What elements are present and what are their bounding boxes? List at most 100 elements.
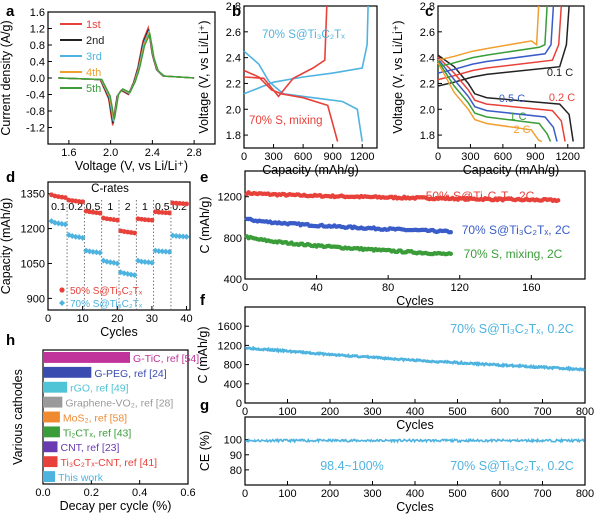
a-ytick-label: 1.6 — [30, 7, 45, 19]
legend-label-50pct: 50% S@Ti₃C₂Tₓ — [70, 286, 143, 297]
g-xtick-label: 800 — [576, 488, 594, 500]
d-xtick-label: 0 — [45, 313, 51, 325]
f-xlabel: Cycles — [396, 418, 434, 432]
rate-point-50pct — [146, 217, 151, 223]
g-xtick-label: 500 — [448, 488, 466, 500]
rate-point-50pct — [76, 199, 82, 204]
d-xtick-label: 10 — [77, 313, 89, 325]
rate-charge-0.2 C — [437, 5, 563, 81]
rate-point-50pct — [149, 217, 155, 223]
legend-marker-70pct — [59, 300, 65, 306]
a-ytick-label: 1.2 — [30, 24, 45, 36]
rate-point-70pct — [166, 248, 173, 255]
d-xlabel: Cycles — [100, 325, 138, 339]
a-xtick-label: 2.4 — [145, 147, 160, 159]
panel-letter-a: a — [6, 3, 15, 20]
f-ytick-label: 800 — [224, 360, 242, 372]
rate-point-50pct — [142, 217, 148, 223]
rate-point-70pct — [155, 248, 162, 255]
decay-bar-5 — [43, 426, 60, 438]
profile-70% S, mixing charge — [243, 5, 328, 98]
rate-point-70pct — [183, 233, 190, 240]
rate-point-50pct — [156, 209, 162, 215]
c-ylabel: Voltage (V, vs Li/Li⁺) — [391, 20, 405, 133]
rate-title: C-rates — [91, 183, 129, 195]
f-ytick-label: 1200 — [218, 340, 242, 352]
decay-bar-6 — [43, 441, 58, 453]
rate-discharge-0.1 C — [437, 54, 574, 142]
f-ytick-label: 0 — [236, 398, 242, 410]
rate-point-50pct — [159, 210, 165, 215]
panel-letter-d: d — [6, 169, 15, 186]
d-xtick-label: 30 — [146, 313, 158, 325]
panel-b-chart: 0 300 600 900 1200 1.8 2.0 2.2 2.4 2.6 2.8 Capacity… — [197, 1, 378, 177]
rate-point-50pct — [62, 195, 68, 200]
decay-bar-label-1: G-PEG, ref [24] — [94, 368, 166, 380]
b-xtick-label: 600 — [294, 151, 312, 163]
legend-marker-50pct — [59, 287, 65, 293]
b-ylabel: Voltage (V, vs Li/Li⁺) — [197, 20, 211, 133]
g-ytick-label: 100 — [224, 435, 242, 447]
panel-d-chart: 0 10 20 30 40 900 1050 1200 1350 Cycles Capacity (… — [0, 181, 193, 339]
c-xtick-label: 300 — [461, 151, 479, 163]
b-ytick-label: 2.2 — [226, 78, 241, 90]
g-ylabel: CE (%) — [198, 431, 212, 471]
c-xtick-label: 1200 — [556, 151, 580, 163]
rate-discharge-1 C — [437, 60, 552, 142]
a-xtick-label: 1.6 — [61, 147, 76, 159]
rate-point-50pct — [166, 210, 172, 216]
a-ytick-label: 0.4 — [30, 57, 45, 69]
series-label-mixing-2c: 70% S, mixing, 2C — [464, 247, 563, 261]
legend-label-5th: 5th — [86, 83, 101, 95]
e-xtick-label: 0 — [242, 282, 248, 294]
rate-point-70pct — [148, 259, 155, 266]
g-ytick-label: 90 — [230, 450, 242, 462]
c-ytick-label: 2.2 — [420, 78, 435, 90]
panel-letter-h: h — [6, 332, 15, 349]
a-ytick-label: -1.2 — [26, 123, 45, 135]
d-xtick-label: 40 — [180, 313, 192, 325]
g-xlabel: Cycles — [396, 500, 434, 514]
e-ytick-label: 1200 — [218, 192, 242, 204]
c-ytick-label: 2.0 — [420, 104, 435, 116]
h-xlabel: Decay per cycle (%) — [60, 499, 172, 513]
rate-label-0.2 C: 0.2 C — [549, 92, 575, 104]
f-xtick-label: 700 — [533, 406, 551, 418]
g-xtick-label: 700 — [533, 488, 551, 500]
series-label-70pct-2c: 70% S@Ti₃C₂Tₓ, 2C — [462, 223, 571, 237]
c-plot-frame — [437, 5, 585, 149]
rate-point-70pct — [159, 248, 166, 255]
g-xtick-label: 400 — [406, 488, 424, 500]
d-xtick-label: 20 — [111, 313, 123, 325]
decay-bar-label-8: This work — [58, 472, 104, 484]
e-plot-frame — [244, 170, 586, 280]
legend-label-4th: 4th — [86, 67, 101, 79]
d-ytick-label: 1350 — [21, 189, 45, 201]
rate-discharge-0.5 C — [437, 58, 558, 142]
g-xtick-label: 100 — [278, 488, 296, 500]
rate-label-0.5 C: 0.5 C — [499, 93, 525, 105]
panel-letter-g: g — [200, 397, 209, 414]
panel-e-chart: 0 40 80 120 160 400 800 1200 Cycles C (mAh/g) 50% … — [198, 170, 586, 308]
g-ytick-label: 80 — [230, 465, 242, 477]
rate-point-50pct — [173, 200, 179, 206]
rate-point-70pct — [173, 232, 180, 239]
b-ytick-label: 2.6 — [226, 27, 241, 39]
h-xtick-label: 0.2 — [84, 487, 99, 499]
a-ylabel: Current density (A/g) — [0, 20, 13, 135]
panel-f-chart: 0 100 200 300 400 500 600 700 800 0 400 800 1200 1600… — [196, 306, 594, 432]
decay-bar-3 — [43, 396, 63, 408]
f-xtick-label: 300 — [363, 406, 381, 418]
e-ytick-label: 800 — [224, 233, 242, 245]
legend-label-1st: 1st — [86, 19, 101, 31]
decay-bar-label-2: rGO, ref [49] — [70, 383, 128, 395]
f-ytick-label: 400 — [224, 379, 242, 391]
h-xtick-label: 0.6 — [180, 487, 195, 499]
legend-label-2nd: 2nd — [86, 35, 104, 47]
cv-curve-5th — [58, 31, 195, 120]
b-xtick-label: 300 — [264, 151, 282, 163]
a-xtick-label: 2.0 — [103, 147, 118, 159]
profile-70% S, mixing discharge — [243, 69, 339, 142]
rate-point-50pct — [163, 210, 169, 216]
a-ytick-label: -0.4 — [26, 90, 45, 102]
